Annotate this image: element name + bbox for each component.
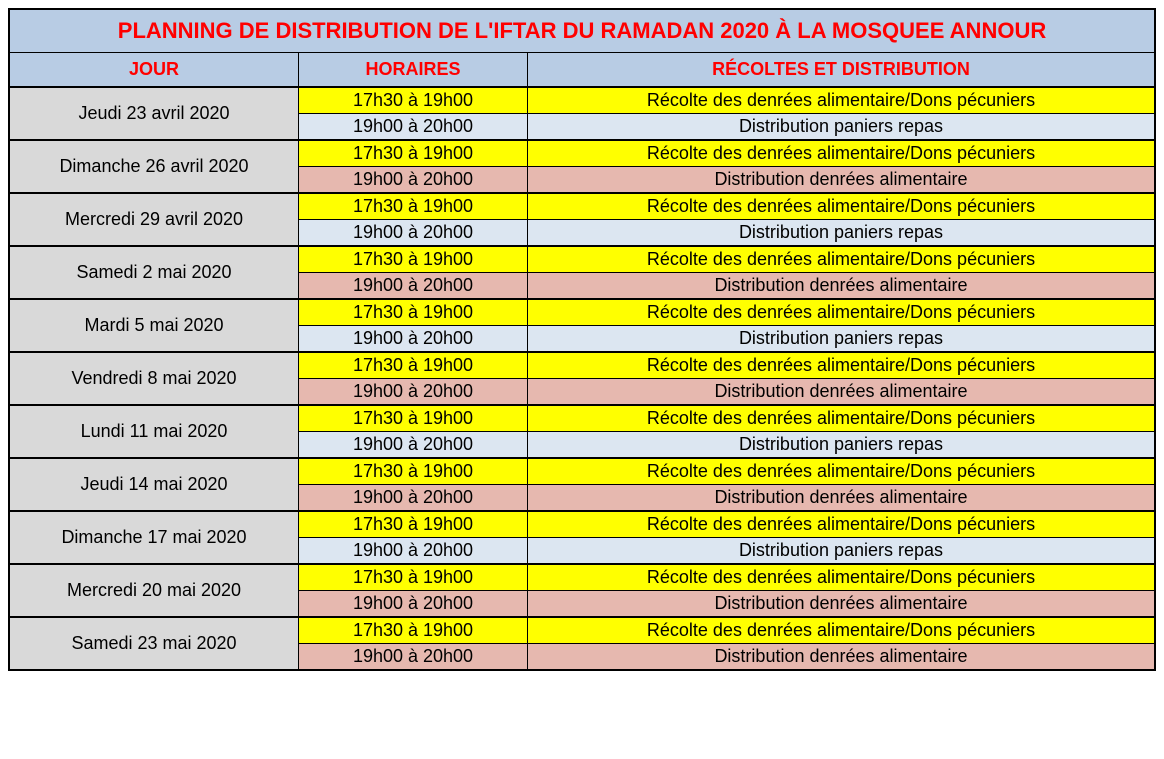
day-cell: Dimanche 17 mai 2020: [9, 511, 299, 564]
time-cell: 19h00 à 20h00: [299, 326, 528, 353]
day-cell: Lundi 11 mai 2020: [9, 405, 299, 458]
time-cell: 17h30 à 19h00: [299, 193, 528, 220]
table-row: Vendredi 8 mai 202017h30 à 19h00Récolte …: [9, 352, 1155, 379]
dist-cell: Récolte des denrées alimentaire/Dons péc…: [528, 193, 1156, 220]
dist-cell: Distribution paniers repas: [528, 114, 1156, 141]
time-cell: 17h30 à 19h00: [299, 299, 528, 326]
dist-cell: Récolte des denrées alimentaire/Dons péc…: [528, 405, 1156, 432]
day-cell: Samedi 23 mai 2020: [9, 617, 299, 670]
time-cell: 17h30 à 19h00: [299, 246, 528, 273]
time-cell: 19h00 à 20h00: [299, 220, 528, 247]
dist-cell: Récolte des denrées alimentaire/Dons péc…: [528, 511, 1156, 538]
dist-cell: Distribution denrées alimentaire: [528, 591, 1156, 618]
dist-cell: Récolte des denrées alimentaire/Dons péc…: [528, 564, 1156, 591]
dist-cell: Distribution paniers repas: [528, 326, 1156, 353]
time-cell: 19h00 à 20h00: [299, 379, 528, 406]
table-row: Dimanche 17 mai 202017h30 à 19h00Récolte…: [9, 511, 1155, 538]
time-cell: 19h00 à 20h00: [299, 114, 528, 141]
day-cell: Jeudi 23 avril 2020: [9, 87, 299, 140]
dist-cell: Récolte des denrées alimentaire/Dons péc…: [528, 352, 1156, 379]
day-cell: Mercredi 29 avril 2020: [9, 193, 299, 246]
time-cell: 19h00 à 20h00: [299, 432, 528, 459]
dist-cell: Récolte des denrées alimentaire/Dons péc…: [528, 617, 1156, 644]
time-cell: 19h00 à 20h00: [299, 273, 528, 300]
table-row: Mercredi 29 avril 202017h30 à 19h00Récol…: [9, 193, 1155, 220]
day-cell: Mardi 5 mai 2020: [9, 299, 299, 352]
dist-cell: Récolte des denrées alimentaire/Dons péc…: [528, 458, 1156, 485]
time-cell: 17h30 à 19h00: [299, 140, 528, 167]
title-row: PLANNING DE DISTRIBUTION DE L'IFTAR DU R…: [9, 9, 1155, 53]
day-cell: Mercredi 20 mai 2020: [9, 564, 299, 617]
dist-cell: Récolte des denrées alimentaire/Dons péc…: [528, 299, 1156, 326]
day-cell: Vendredi 8 mai 2020: [9, 352, 299, 405]
table-body: PLANNING DE DISTRIBUTION DE L'IFTAR DU R…: [9, 9, 1155, 670]
table-row: Mardi 5 mai 202017h30 à 19h00Récolte des…: [9, 299, 1155, 326]
time-cell: 17h30 à 19h00: [299, 511, 528, 538]
dist-cell: Récolte des denrées alimentaire/Dons péc…: [528, 140, 1156, 167]
table-row: Samedi 2 mai 202017h30 à 19h00Récolte de…: [9, 246, 1155, 273]
time-cell: 17h30 à 19h00: [299, 87, 528, 114]
day-cell: Samedi 2 mai 2020: [9, 246, 299, 299]
schedule-table: PLANNING DE DISTRIBUTION DE L'IFTAR DU R…: [8, 8, 1156, 671]
table-row: Samedi 23 mai 202017h30 à 19h00Récolte d…: [9, 617, 1155, 644]
dist-cell: Distribution denrées alimentaire: [528, 379, 1156, 406]
dist-cell: Distribution paniers repas: [528, 538, 1156, 565]
header-day: JOUR: [9, 53, 299, 88]
day-cell: Jeudi 14 mai 2020: [9, 458, 299, 511]
dist-cell: Distribution paniers repas: [528, 432, 1156, 459]
dist-cell: Distribution denrées alimentaire: [528, 273, 1156, 300]
table-row: Dimanche 26 avril 202017h30 à 19h00Récol…: [9, 140, 1155, 167]
time-cell: 17h30 à 19h00: [299, 617, 528, 644]
dist-cell: Distribution denrées alimentaire: [528, 644, 1156, 671]
dist-cell: Distribution denrées alimentaire: [528, 485, 1156, 512]
dist-cell: Distribution denrées alimentaire: [528, 167, 1156, 194]
page-title: PLANNING DE DISTRIBUTION DE L'IFTAR DU R…: [9, 9, 1155, 53]
time-cell: 19h00 à 20h00: [299, 538, 528, 565]
table-row: Jeudi 23 avril 202017h30 à 19h00Récolte …: [9, 87, 1155, 114]
time-cell: 17h30 à 19h00: [299, 458, 528, 485]
time-cell: 19h00 à 20h00: [299, 167, 528, 194]
day-cell: Dimanche 26 avril 2020: [9, 140, 299, 193]
table-row: Lundi 11 mai 202017h30 à 19h00Récolte de…: [9, 405, 1155, 432]
header-time: HORAIRES: [299, 53, 528, 88]
time-cell: 19h00 à 20h00: [299, 591, 528, 618]
header-dist: RÉCOLTES ET DISTRIBUTION: [528, 53, 1156, 88]
time-cell: 17h30 à 19h00: [299, 405, 528, 432]
table-row: Jeudi 14 mai 202017h30 à 19h00Récolte de…: [9, 458, 1155, 485]
time-cell: 17h30 à 19h00: [299, 352, 528, 379]
time-cell: 19h00 à 20h00: [299, 485, 528, 512]
dist-cell: Distribution paniers repas: [528, 220, 1156, 247]
time-cell: 19h00 à 20h00: [299, 644, 528, 671]
header-row: JOURHORAIRESRÉCOLTES ET DISTRIBUTION: [9, 53, 1155, 88]
table-row: Mercredi 20 mai 202017h30 à 19h00Récolte…: [9, 564, 1155, 591]
time-cell: 17h30 à 19h00: [299, 564, 528, 591]
dist-cell: Récolte des denrées alimentaire/Dons péc…: [528, 87, 1156, 114]
dist-cell: Récolte des denrées alimentaire/Dons péc…: [528, 246, 1156, 273]
